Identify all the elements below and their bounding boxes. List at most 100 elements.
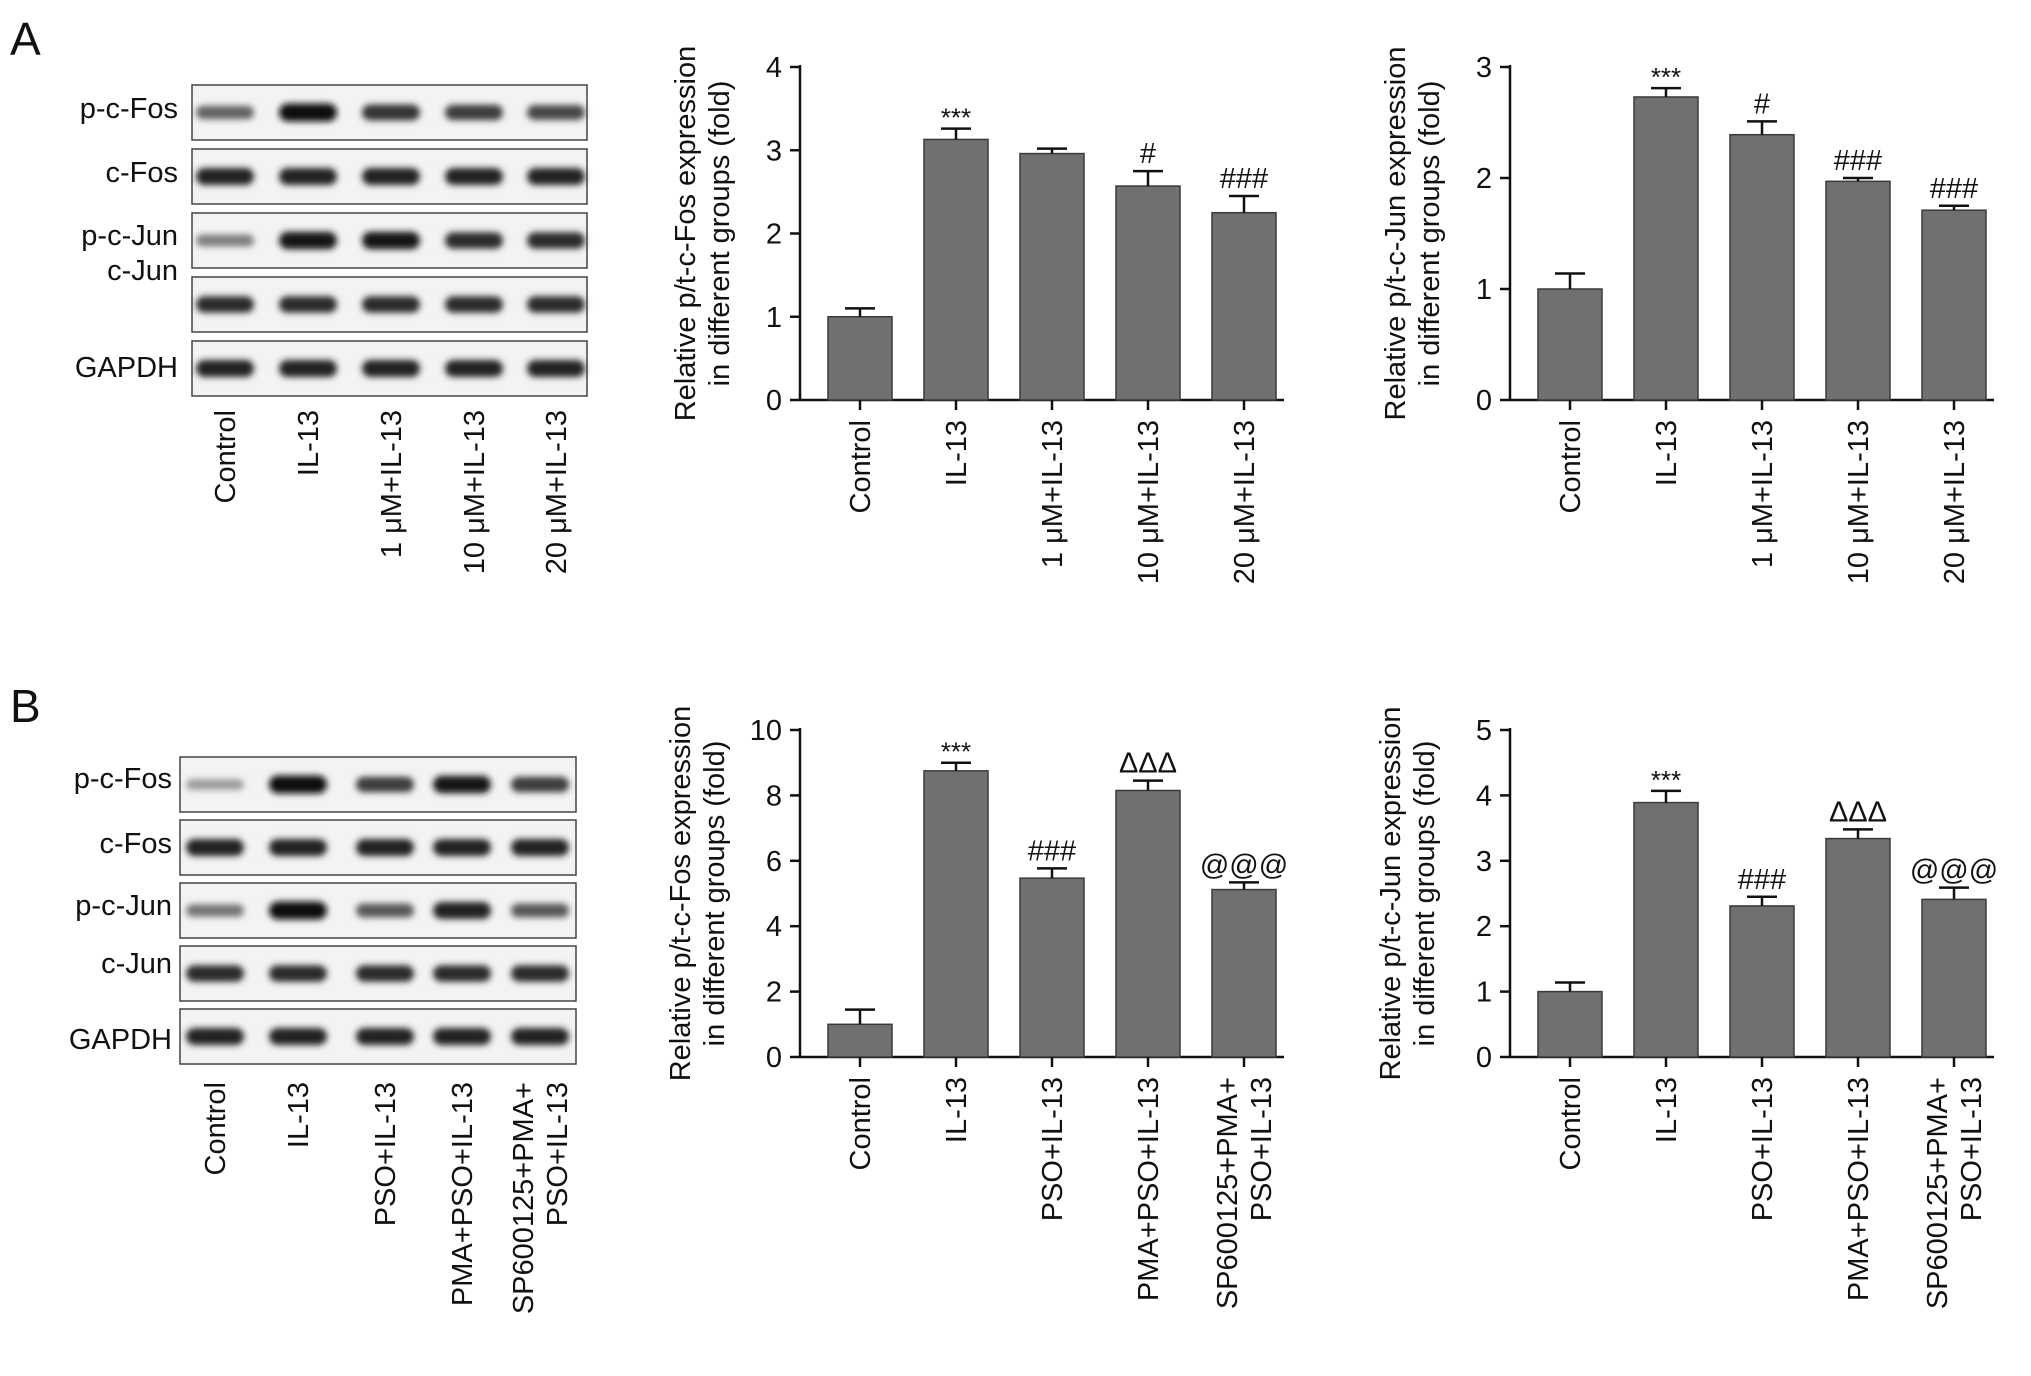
bar <box>1825 180 1891 401</box>
blot-band <box>362 104 420 121</box>
blot-band <box>269 775 327 794</box>
blot-band <box>186 839 244 856</box>
significance-marker: ### <box>1930 173 1978 205</box>
bar <box>1825 837 1891 1058</box>
x-tick-label: IL-13 <box>1651 1077 1683 1143</box>
x-tick-label: 10 μM+IL-13 <box>1843 420 1875 584</box>
blot-band <box>356 903 414 918</box>
blot-band <box>196 234 254 247</box>
x-tick-label: 10 μM+IL-13 <box>1133 420 1165 584</box>
significance-marker: # <box>1140 138 1156 170</box>
bar <box>1921 209 1987 401</box>
blot-row-label: c-Jun <box>107 255 178 287</box>
y-tick-label: 0 <box>766 1042 782 1074</box>
significance-marker: *** <box>941 737 971 767</box>
panel-letter-A: A <box>10 13 41 65</box>
significance-marker: *** <box>1651 62 1681 92</box>
blot-band <box>186 779 244 790</box>
blot-row-label: GAPDH <box>69 1024 172 1056</box>
y-tick-label: 0 <box>1476 385 1492 417</box>
blot-band <box>511 776 569 793</box>
y-tick-label: 1 <box>766 302 782 334</box>
blot-band <box>445 168 503 185</box>
bar <box>1729 133 1795 401</box>
x-tick-label: SP600125+PMA+PSO+IL-13 <box>1212 1077 1278 1309</box>
bar <box>1115 185 1181 401</box>
bar <box>1633 96 1699 401</box>
bar <box>923 138 989 401</box>
blot-band <box>269 965 327 982</box>
y-tick-label: 2 <box>766 219 782 251</box>
blot-lane-label: PSO+IL-13 <box>370 1082 402 1226</box>
blot-row-label: p-c-Jun <box>75 890 172 922</box>
y-tick-label: 10 <box>750 715 782 747</box>
blot-band <box>433 1028 491 1045</box>
blot-row-label: p-c-Fos <box>74 763 172 795</box>
bar-chart-4: 0 1 2 3 4 5 Relative p/t-c-Jun expressionin di… <box>1375 707 1998 1310</box>
x-tick-label: Control <box>1555 1077 1587 1171</box>
blot-lane-label: IL-13 <box>283 1082 315 1148</box>
bar <box>1211 888 1277 1058</box>
bar <box>1921 898 1987 1058</box>
blot-band <box>269 1028 327 1045</box>
x-tick-label: 20 μM+IL-13 <box>1939 420 1971 584</box>
blot-band <box>196 105 254 120</box>
significance-marker: ΔΔΔ <box>1119 748 1177 780</box>
blot-lane-label: Control <box>210 410 242 504</box>
bar <box>1115 789 1181 1058</box>
significance-marker: ΔΔΔ <box>1829 796 1887 828</box>
blot-band <box>511 903 569 918</box>
x-tick-label: PSO+IL-13 <box>1747 1077 1779 1221</box>
blot-band <box>527 296 585 313</box>
blot-row-label: c-Fos <box>106 157 179 189</box>
y-tick-label: 2 <box>1476 163 1492 195</box>
blot-lane-label: 10 μM+IL-13 <box>459 410 491 574</box>
blot-strip-p-c-jun <box>179 882 577 939</box>
blot-band <box>186 1028 244 1045</box>
blot-band <box>362 360 420 377</box>
significance-marker: *** <box>941 103 971 133</box>
x-tick-label: SP600125+PMA+PSO+IL-13 <box>1922 1077 1988 1309</box>
bar <box>1211 211 1277 401</box>
y-tick-label: 2 <box>1476 911 1492 943</box>
y-tick-label: 3 <box>1476 52 1492 84</box>
blot-lane-label: Control <box>200 1082 232 1176</box>
y-axis-label: Relative p/t-c-Fos expressionin differen… <box>665 706 731 1082</box>
x-tick-label: 20 μM+IL-13 <box>1229 420 1261 584</box>
bar <box>1729 905 1795 1058</box>
blot-row-label: c-Jun <box>101 948 172 980</box>
blot-band <box>269 839 327 856</box>
x-tick-label: 1 μM+IL-13 <box>1037 420 1069 568</box>
blot-row-label: c-Fos <box>100 828 173 860</box>
y-tick-label: 4 <box>766 52 782 84</box>
blot-band <box>186 904 244 917</box>
y-axis-label: Relative p/t-c-Fos expressionin differen… <box>670 46 736 422</box>
blot-band <box>279 168 337 185</box>
y-tick-label: 2 <box>766 977 782 1009</box>
blot-band <box>269 901 327 920</box>
y-tick-label: 3 <box>1476 846 1492 878</box>
significance-marker: ### <box>1028 835 1076 867</box>
y-tick-label: 4 <box>766 911 782 943</box>
bar <box>1019 877 1085 1058</box>
bar-chart-1: 0 1 2 3 4 Relative p/t-c-Fos expressionin dif… <box>670 46 1284 584</box>
y-tick-label: 4 <box>1476 780 1492 812</box>
y-tick-label: 1 <box>1476 977 1492 1009</box>
x-tick-label: IL-13 <box>1651 420 1683 486</box>
x-tick-label: IL-13 <box>941 420 973 486</box>
blot-band <box>433 965 491 982</box>
blot-band <box>186 965 244 982</box>
bar-chart-3: 0 2 4 6 8 10 Relative p/t-c-Fos expressionin d… <box>665 706 1288 1309</box>
x-tick-label: PMA+PSO+IL-13 <box>1133 1077 1165 1301</box>
blot-lane-label: 20 μM+IL-13 <box>541 410 573 574</box>
blot-band <box>527 360 585 377</box>
bar <box>1019 152 1085 401</box>
significance-marker: ### <box>1220 163 1268 195</box>
significance-marker: # <box>1754 88 1770 120</box>
blot-band <box>279 103 337 122</box>
x-tick-label: 1 μM+IL-13 <box>1747 420 1779 568</box>
significance-marker: @@@ <box>1200 849 1288 881</box>
blot-band <box>362 231 420 250</box>
significance-marker: @@@ <box>1910 855 1998 887</box>
blot-lane-label: 1 μM+IL-13 <box>376 410 408 558</box>
